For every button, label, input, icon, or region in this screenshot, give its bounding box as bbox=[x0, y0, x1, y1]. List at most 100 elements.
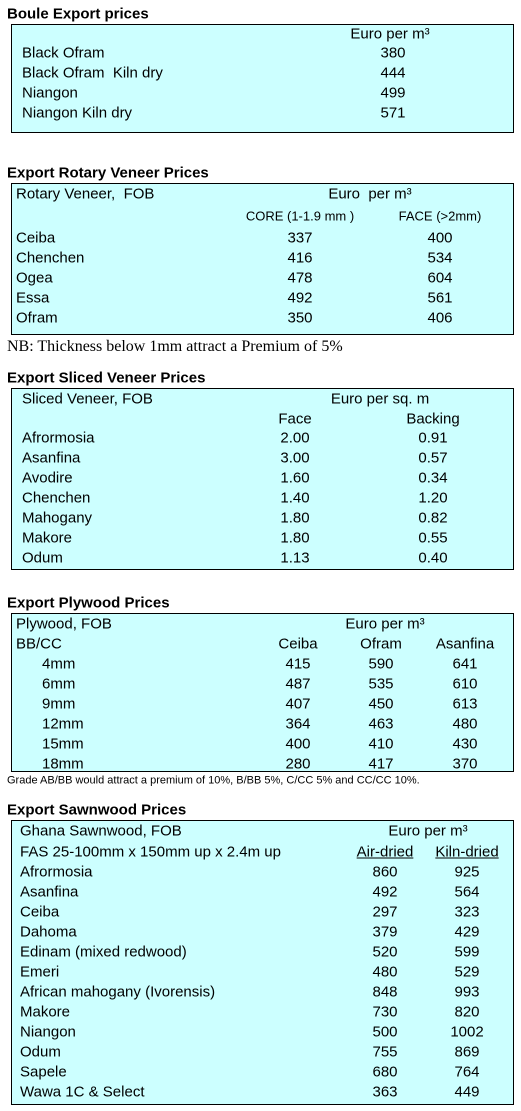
price-cell: 535 bbox=[368, 675, 394, 693]
price-cell: 1002 bbox=[450, 1023, 484, 1041]
price-cell: 571 bbox=[380, 104, 406, 122]
price-cell: 416 bbox=[287, 249, 313, 267]
column-header: Ceiba bbox=[278, 635, 318, 653]
price-cell: 406 bbox=[427, 309, 453, 327]
price-cell: 2.00 bbox=[280, 429, 310, 447]
price-cell: 0.40 bbox=[418, 549, 448, 567]
price-cell: 680 bbox=[372, 1063, 398, 1081]
row-label: Ceiba bbox=[16, 229, 56, 247]
price-cell: 480 bbox=[372, 963, 398, 981]
row-label: Odum bbox=[22, 549, 63, 567]
price-cell: 370 bbox=[452, 755, 478, 773]
row-label: Niangon bbox=[20, 1023, 76, 1041]
price-cell: 993 bbox=[454, 983, 480, 1001]
price-cell: 323 bbox=[454, 903, 480, 921]
price-cell: 869 bbox=[454, 1043, 480, 1061]
row-label: Black Ofram bbox=[22, 44, 105, 62]
row-label: Emeri bbox=[20, 963, 60, 981]
price-cell: 463 bbox=[368, 715, 394, 733]
price-cell: 1.80 bbox=[280, 509, 310, 527]
row-label: Avodire bbox=[22, 469, 73, 487]
price-cell: 604 bbox=[427, 269, 453, 287]
price-cell: 1.60 bbox=[280, 469, 310, 487]
row-label: Asanfina bbox=[22, 449, 81, 467]
price-cell: 492 bbox=[372, 883, 398, 901]
price-cell: 590 bbox=[368, 655, 394, 673]
price-cell: 400 bbox=[285, 735, 311, 753]
row-label: Chenchen bbox=[16, 249, 85, 267]
price-cell: 755 bbox=[372, 1043, 398, 1061]
row-label: Mahogany bbox=[22, 509, 93, 527]
column-header: Face bbox=[278, 410, 312, 428]
row-label: 15mm bbox=[42, 735, 84, 753]
column-header: FACE (>2mm) bbox=[398, 208, 482, 224]
price-cell: 280 bbox=[285, 755, 311, 773]
price-cell: 848 bbox=[372, 983, 398, 1001]
column-header: Asanfina bbox=[435, 635, 495, 653]
row-label: Ceiba bbox=[20, 903, 60, 921]
row-label: 9mm bbox=[42, 695, 76, 713]
note: NB: Thickness below 1mm attract a Premiu… bbox=[7, 338, 343, 355]
price-cell: 529 bbox=[454, 963, 480, 981]
price-cell: 730 bbox=[372, 1003, 398, 1021]
price-cell: 641 bbox=[452, 655, 478, 673]
row-label: 4mm bbox=[42, 655, 76, 673]
unit-header: Euro per m³ bbox=[345, 615, 425, 633]
row-label: 6mm bbox=[42, 675, 76, 693]
unit-header: Euro per m³ bbox=[350, 25, 430, 43]
price-cell: 1.40 bbox=[280, 489, 310, 507]
section-title: Export Plywood Prices bbox=[7, 594, 170, 612]
table-caption: Rotary Veneer, FOB bbox=[16, 185, 155, 203]
table-box bbox=[11, 820, 514, 1105]
row-label: Ogea bbox=[16, 269, 53, 287]
table-caption: Sliced Veneer, FOB bbox=[22, 390, 153, 408]
unit-header: Euro per m³ bbox=[328, 185, 412, 203]
price-cell: 564 bbox=[454, 883, 480, 901]
row-label: Edinam (mixed redwood) bbox=[20, 943, 187, 961]
price-cell: 415 bbox=[285, 655, 311, 673]
price-cell: 487 bbox=[285, 675, 311, 693]
price-cell: 379 bbox=[372, 923, 398, 941]
table-box bbox=[11, 388, 514, 570]
price-cell: 430 bbox=[452, 735, 478, 753]
row-header: FAS 25-100mm x 150mm up x 2.4m up bbox=[20, 843, 281, 861]
price-cell: 520 bbox=[372, 943, 398, 961]
row-label: Odum bbox=[20, 1043, 61, 1061]
price-cell: 350 bbox=[287, 309, 313, 327]
row-label: Afrormosia bbox=[20, 863, 93, 881]
row-label: Makore bbox=[20, 1003, 71, 1021]
price-cell: 1.20 bbox=[418, 489, 448, 507]
price-cell: 363 bbox=[372, 1083, 398, 1101]
price-cell: 0.34 bbox=[418, 469, 448, 487]
column-header: Backing bbox=[406, 410, 460, 428]
price-cell: 449 bbox=[454, 1083, 480, 1101]
price-cell: 429 bbox=[454, 923, 480, 941]
price-cell: 1.80 bbox=[280, 529, 310, 547]
column-header: Ofram bbox=[360, 635, 402, 653]
price-cell: 400 bbox=[427, 229, 453, 247]
price-cell: 410 bbox=[368, 735, 394, 753]
price-cell: 450 bbox=[368, 695, 394, 713]
row-label: Sapele bbox=[20, 1063, 67, 1081]
section-title: Boule Export prices bbox=[7, 5, 149, 23]
table-box bbox=[11, 24, 514, 133]
row-label: Wawa 1C & Select bbox=[20, 1083, 145, 1101]
price-cell: 860 bbox=[372, 863, 398, 881]
price-cell: 492 bbox=[287, 289, 313, 307]
row-label: Makore bbox=[22, 529, 73, 547]
note: Grade AB/BB would attract a premium of 1… bbox=[7, 774, 420, 787]
price-cell: 561 bbox=[427, 289, 453, 307]
price-cell: 478 bbox=[287, 269, 313, 287]
price-cell: 364 bbox=[285, 715, 311, 733]
price-cell: 499 bbox=[380, 84, 406, 102]
section-title: Export Sawnwood Prices bbox=[7, 801, 187, 819]
price-cell: 599 bbox=[454, 943, 480, 961]
price-cell: 534 bbox=[427, 249, 453, 267]
table-box bbox=[11, 613, 514, 772]
price-cell: 0.82 bbox=[418, 509, 448, 527]
price-cell: 764 bbox=[454, 1063, 480, 1081]
price-cell: 3.00 bbox=[280, 449, 310, 467]
price-cell: 297 bbox=[372, 903, 398, 921]
column-header: Air-dried bbox=[356, 843, 414, 861]
price-cell: 613 bbox=[452, 695, 478, 713]
